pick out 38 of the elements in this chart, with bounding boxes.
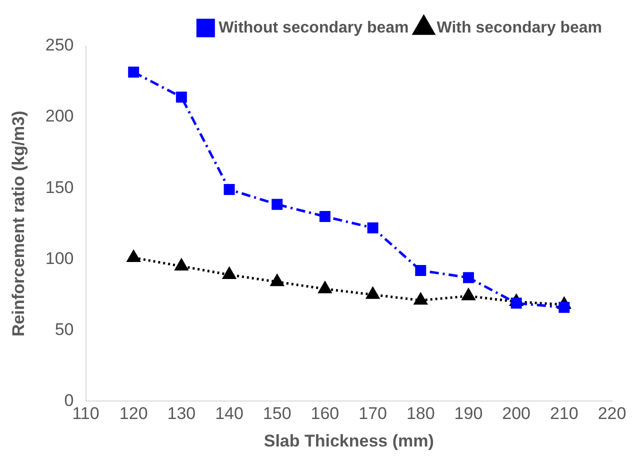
point [319, 211, 330, 222]
point [415, 264, 426, 276]
y-tick-label: 250 [45, 36, 74, 55]
point [272, 198, 283, 210]
x-tick-label: 160 [310, 404, 340, 424]
point [367, 222, 378, 234]
y-tick-label: 0 [64, 390, 74, 410]
point [366, 287, 380, 299]
x-tick-label: 150 [262, 404, 292, 424]
x-tick-label: 130 [167, 404, 196, 424]
y-tick-label: 100 [45, 248, 74, 268]
x-tick-label: 120 [119, 404, 148, 424]
point [270, 274, 284, 286]
y-tick-label: 200 [45, 106, 74, 126]
point [462, 272, 474, 284]
x-tick-label: 220 [598, 404, 626, 424]
point [176, 92, 187, 103]
point [174, 258, 188, 270]
point [128, 66, 140, 78]
point [318, 282, 332, 294]
x-tick-label: 170 [358, 404, 387, 424]
x-tick-label: 200 [502, 404, 531, 424]
point [222, 268, 236, 279]
point [414, 293, 428, 305]
x-tick-label: 110 [72, 404, 100, 424]
x-axis-title: Slab Thickness (mm) [264, 431, 434, 450]
y-tick-label: 50 [54, 320, 74, 339]
point [224, 184, 235, 195]
point [127, 250, 140, 262]
legend-label: With secondary beam [436, 19, 602, 36]
y-tick-label: 150 [45, 178, 74, 197]
y-axis-title: Reinforcement ratio (kg/m3) [8, 110, 28, 336]
x-tick-label: 210 [550, 404, 578, 424]
x-tick-label: 140 [215, 404, 244, 424]
x-tick-label: 190 [454, 404, 483, 424]
legend-label: Without secondary beam [218, 19, 409, 36]
point [462, 288, 475, 300]
x-tick-label: 180 [406, 404, 435, 424]
